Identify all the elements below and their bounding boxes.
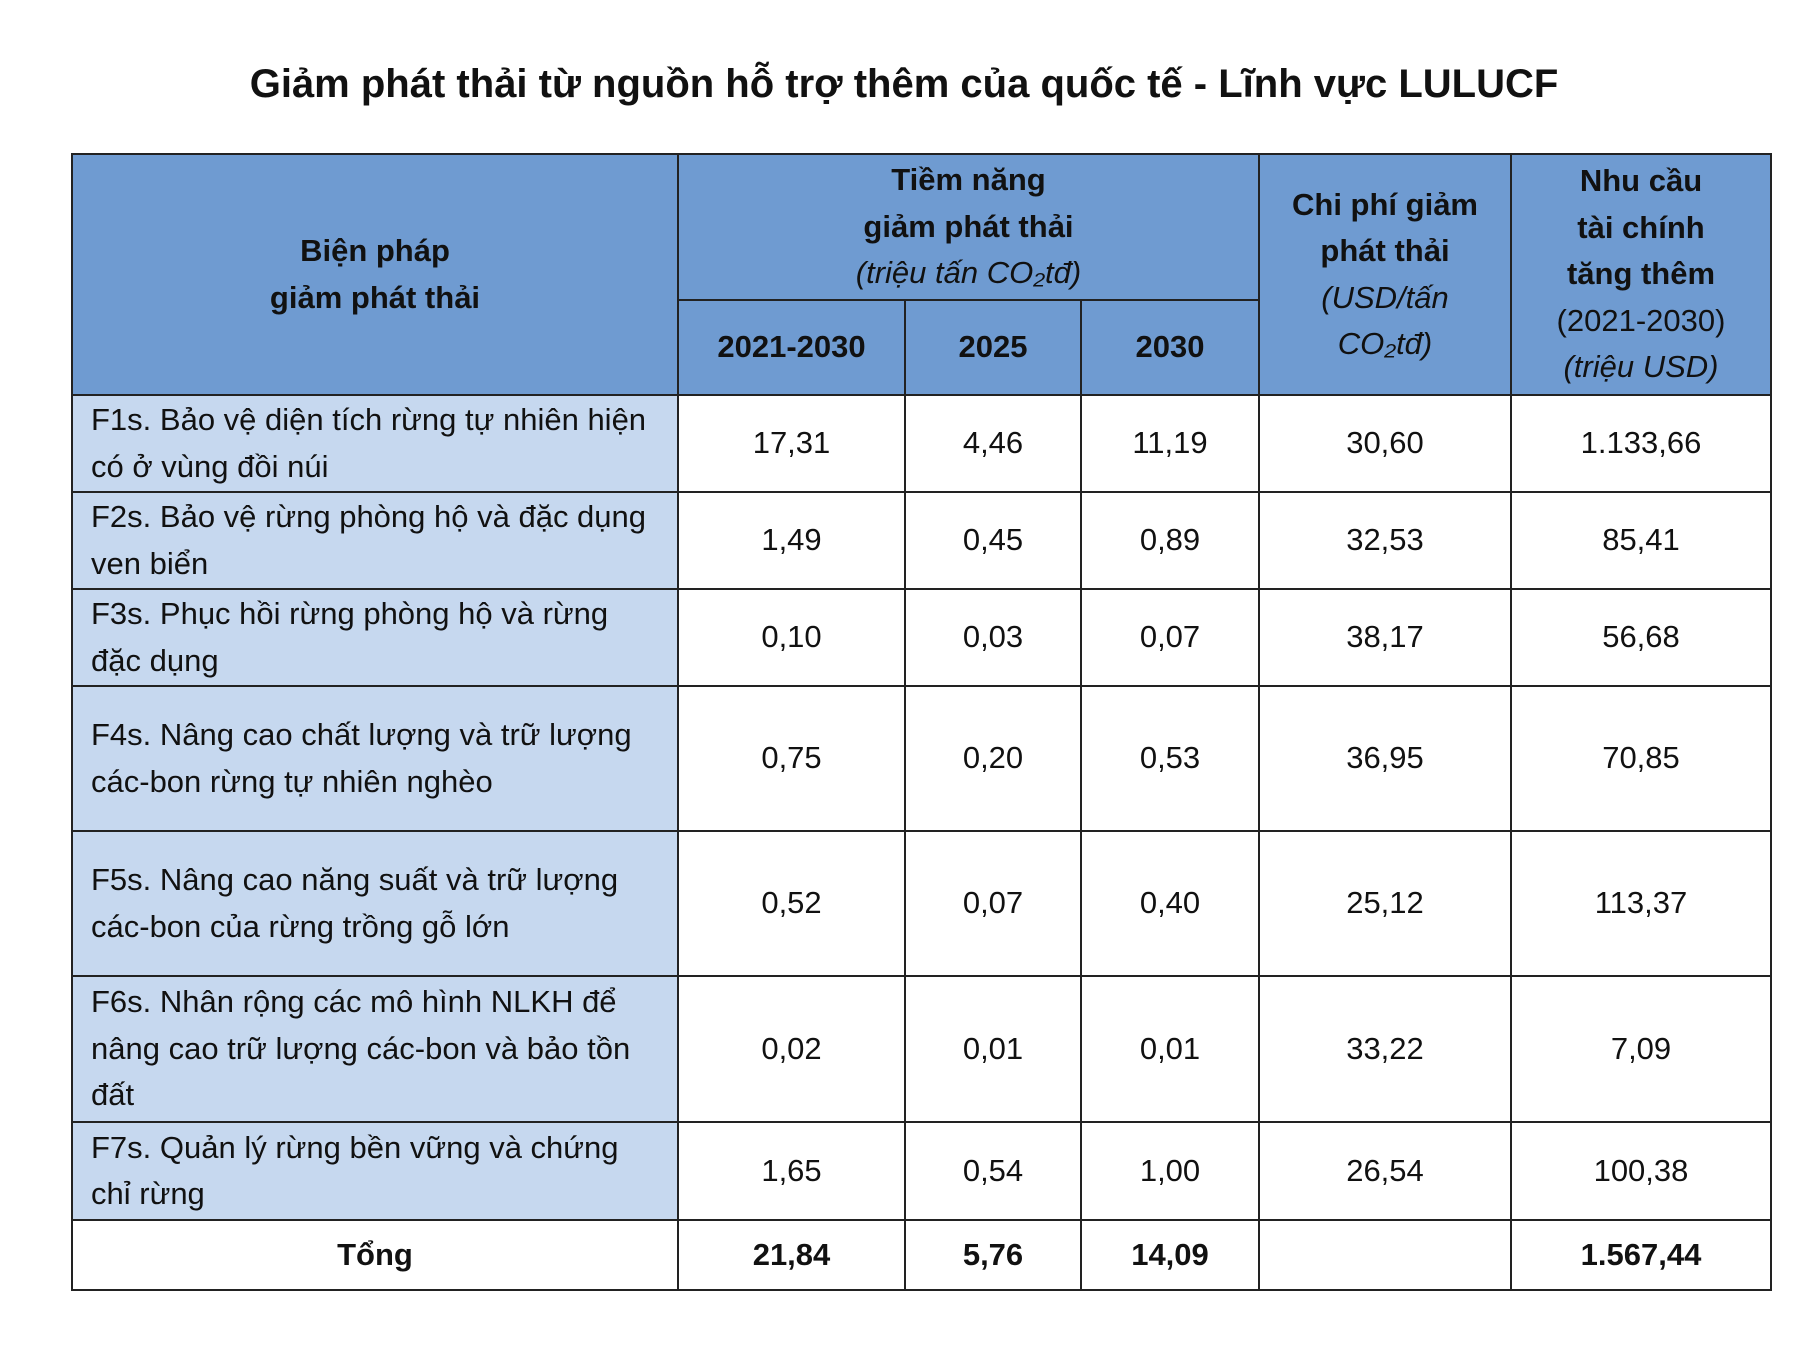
cell: 0,45 xyxy=(904,491,1082,590)
cell: 0,07 xyxy=(904,830,1082,977)
cell: 0,54 xyxy=(904,1121,1082,1221)
cell: 1.133,66 xyxy=(1510,394,1772,493)
table-body: F1s. Bảo vệ diện tích rừng tự nhiên hiện… xyxy=(71,394,1772,1291)
table-row: F4s. Nâng cao chất lượng và trữ lượng cá… xyxy=(71,685,1772,832)
header-cell: 2030 xyxy=(1080,299,1260,396)
header-text: (USD/tấn xyxy=(1321,279,1449,315)
row-label: F7s. Quản lý rừng bền vững và chứng chỉ … xyxy=(71,1121,679,1221)
cell: 113,37 xyxy=(1510,830,1772,977)
table-row: F5s. Nâng cao năng suất và trữ lượng các… xyxy=(71,830,1772,977)
header-cell: Biện pháp giảm phát thải xyxy=(71,153,679,396)
row-label: F3s. Phục hồi rừng phòng hộ và rừng đặc … xyxy=(71,588,679,687)
row-label: F6s. Nhân rộng các mô hình NLKH để nâng … xyxy=(71,975,679,1123)
header-text: (2021-2030) xyxy=(1556,302,1726,338)
cell: 7,09 xyxy=(1510,975,1772,1123)
header-cell: Nhu cầu tài chính tăng thêm (2021-2030) (tri… xyxy=(1510,153,1772,396)
cell: 56,68 xyxy=(1510,588,1772,687)
header-text: Nhu cầu xyxy=(1579,163,1703,199)
table: Biện pháp giảm phát thải Tiềm năng giảm phá… xyxy=(71,153,1772,1291)
table-row: F3s. Phục hồi rừng phòng hộ và rừng đặc … xyxy=(71,588,1772,687)
table-row: F2s. Bảo vệ rừng phòng hộ và đặc dụng ve… xyxy=(71,491,1772,590)
cell: 85,41 xyxy=(1510,491,1772,590)
cell: 0,07 xyxy=(1080,588,1260,687)
cell: 0,01 xyxy=(1080,975,1260,1123)
row-label: F4s. Nâng cao chất lượng và trữ lượng cá… xyxy=(71,685,679,832)
cell: 33,22 xyxy=(1258,975,1512,1123)
header-unit: (triệu USD) xyxy=(1563,349,1719,385)
cell: 1,49 xyxy=(677,491,906,590)
header-cell: Chi phí giảm phát thải (USD/tấn CO₂tđ) xyxy=(1258,153,1512,396)
cell: 0,10 xyxy=(677,588,906,687)
header-text: Chi phí giảm xyxy=(1292,186,1478,222)
cell: 0,20 xyxy=(904,685,1082,832)
row-label: Tổng xyxy=(71,1219,679,1291)
cell: 1,65 xyxy=(677,1121,906,1221)
cell: 0,40 xyxy=(1080,830,1260,977)
total-row: Tổng 21,84 5,76 14,09 1.567,44 xyxy=(71,1219,1772,1291)
cell: 21,84 xyxy=(677,1219,906,1291)
header-text: tài chính xyxy=(1577,209,1705,245)
header-text: CO₂tđ) xyxy=(1337,326,1433,361)
cell: 11,19 xyxy=(1080,394,1260,493)
header-cell: 2025 xyxy=(904,299,1082,396)
cell: 0,03 xyxy=(904,588,1082,687)
cell: 25,12 xyxy=(1258,830,1512,977)
cell: 0,02 xyxy=(677,975,906,1123)
table-row: F6s. Nhân rộng các mô hình NLKH để nâng … xyxy=(71,975,1772,1123)
header-text: giảm phát thải xyxy=(863,208,1074,244)
cell xyxy=(1258,1219,1512,1291)
header-text: giảm phát thải xyxy=(269,279,481,315)
cell: 0,01 xyxy=(904,975,1082,1123)
row-label: F2s. Bảo vệ rừng phòng hộ và đặc dụng ve… xyxy=(71,491,679,590)
cell: 0,75 xyxy=(677,685,906,832)
cell: 32,53 xyxy=(1258,491,1512,590)
table-row: F7s. Quản lý rừng bền vững và chứng chỉ … xyxy=(71,1121,1772,1221)
header-text: Tiềm năng xyxy=(891,162,1046,198)
cell: 30,60 xyxy=(1258,394,1512,493)
table-header: Biện pháp giảm phát thải Tiềm năng giảm phá… xyxy=(71,153,1772,396)
table-row: F1s. Bảo vệ diện tích rừng tự nhiên hiện… xyxy=(71,394,1772,493)
cell: 5,76 xyxy=(904,1219,1082,1291)
header-text: Biện pháp xyxy=(300,233,450,268)
cell: 26,54 xyxy=(1258,1121,1512,1221)
cell: 100,38 xyxy=(1510,1121,1772,1221)
title: Giảm phát thải từ nguồn hỗ trợ thêm của … xyxy=(249,62,1559,106)
header-cell: Tiềm năng giảm phát thải (triệu tấn CO₂tđ) xyxy=(677,153,1260,301)
cell: 1.567,44 xyxy=(1510,1219,1772,1291)
cell: 17,31 xyxy=(677,394,906,493)
cell: 0,53 xyxy=(1080,685,1260,832)
cell: 36,95 xyxy=(1258,685,1512,832)
row-label: F1s. Bảo vệ diện tích rừng tự nhiên hiện… xyxy=(71,394,679,493)
cell: 0,89 xyxy=(1080,491,1260,590)
cell: 38,17 xyxy=(1258,588,1512,687)
row-label: F5s. Nâng cao năng suất và trữ lượng các… xyxy=(71,830,679,977)
header-cell: 2021-2030 xyxy=(677,299,906,396)
cell: 1,00 xyxy=(1080,1121,1260,1221)
header-unit: (triệu tấn CO₂tđ) xyxy=(855,255,1082,291)
cell: 70,85 xyxy=(1510,685,1772,832)
header-text: phát thải xyxy=(1320,233,1450,268)
cell: 14,09 xyxy=(1080,1219,1260,1291)
cell: 0,52 xyxy=(677,830,906,977)
header-text: tăng thêm xyxy=(1566,256,1716,292)
cell: 4,46 xyxy=(904,394,1082,493)
